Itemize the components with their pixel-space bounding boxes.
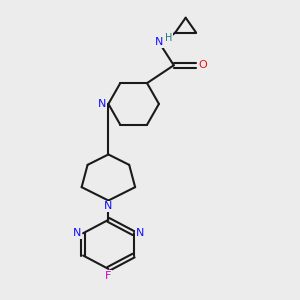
Text: H: H [165,33,172,43]
Text: O: O [198,60,207,70]
Text: F: F [105,271,112,281]
Text: N: N [155,37,163,47]
Text: N: N [72,228,81,238]
Text: N: N [136,228,144,238]
Text: N: N [104,202,112,212]
Text: N: N [98,99,106,109]
